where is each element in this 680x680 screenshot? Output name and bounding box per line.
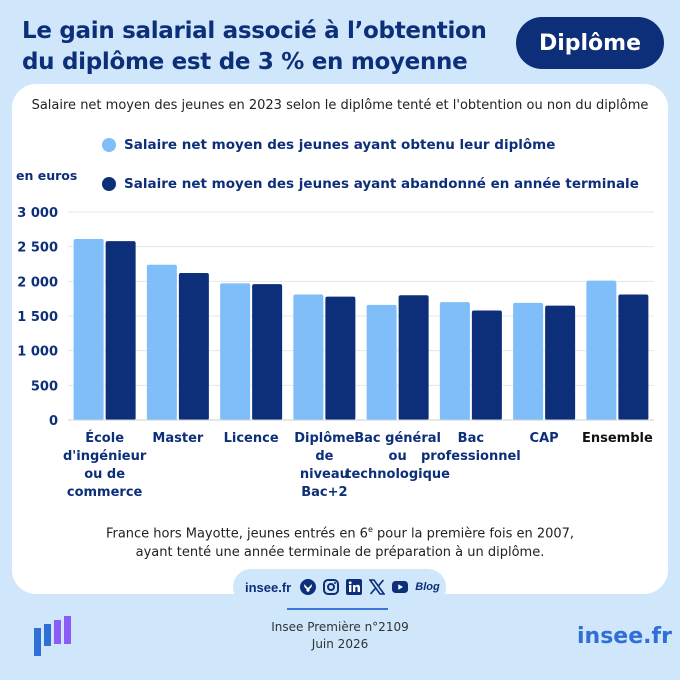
- y-tick-label: 2 500: [17, 241, 58, 256]
- legend-dot-light: [102, 138, 116, 152]
- x-category-label: Bac+2: [301, 485, 347, 500]
- insee-logo-icon: [34, 616, 71, 656]
- blog-icon[interactable]: Blog: [415, 581, 440, 593]
- x-category-label: CAP: [530, 431, 559, 446]
- chart-note: France hors Mayotte, jeunes entrés en 6e…: [12, 520, 668, 562]
- bar-chart: 0 500 1 000 1 500 2 000 2 500 3 000 École d'ingé…: [17, 206, 654, 500]
- publication-reference: Insee Première n°2109: [271, 620, 409, 634]
- note-superscript: e: [367, 525, 373, 534]
- linkedin-icon[interactable]: [346, 579, 363, 595]
- x-category-label: ou: [389, 449, 407, 464]
- bar-abandoned: [178, 273, 209, 420]
- publication-date: Juin 2026: [311, 637, 369, 651]
- bar-obtained: [439, 302, 470, 420]
- bar-abandoned: [325, 296, 356, 420]
- bar-obtained: [73, 239, 104, 420]
- footer-divider: [287, 608, 388, 610]
- social-bar: insee.fr Blog: [233, 569, 446, 605]
- theme-badge: Diplôme: [516, 17, 664, 69]
- x-category-label: technologique: [345, 467, 450, 482]
- bar-obtained: [366, 304, 397, 420]
- y-tick-label: 1 000: [17, 345, 58, 360]
- footer-site-link[interactable]: insee.fr: [577, 624, 672, 649]
- x-category-label: commerce: [67, 485, 143, 500]
- x-icon[interactable]: [369, 579, 386, 595]
- y-axis-unit-label: en euros: [16, 168, 78, 183]
- legend-item-obtained: Salaire net moyen des jeunes ayant obten…: [102, 137, 555, 153]
- y-tick-label: 1 500: [17, 310, 58, 325]
- x-category-label: Bac général: [354, 431, 441, 446]
- legend-label: Salaire net moyen des jeunes ayant obten…: [124, 137, 556, 153]
- x-category-label: Ensemble: [582, 431, 653, 446]
- bar-obtained: [513, 302, 544, 420]
- y-tick-label: 3 000: [17, 206, 58, 221]
- note-line1-start: France hors Mayotte, jeunes entrés en 6: [105, 526, 368, 542]
- youtube-icon[interactable]: [392, 579, 409, 595]
- x-category-label: de: [315, 449, 333, 464]
- x-category-label: ou de: [84, 467, 125, 482]
- bar-abandoned: [545, 305, 576, 420]
- x-category-label: professionnel: [421, 449, 521, 464]
- legend-dot-dark: [102, 177, 116, 191]
- x-category-label: École: [85, 430, 124, 446]
- note-line2: ayant tenté une année terminale de prépa…: [135, 545, 545, 561]
- bar-abandoned: [471, 310, 502, 420]
- y-tick-label: 0: [49, 414, 58, 429]
- chart-card: Salaire net moyen des jeunes en 2023 sel…: [12, 84, 668, 594]
- bar-abandoned: [398, 295, 429, 420]
- legend-label: Salaire net moyen des jeunes ayant aband…: [124, 176, 639, 192]
- y-tick-label: 500: [31, 379, 58, 394]
- bar-abandoned: [618, 294, 649, 420]
- bar-abandoned: [105, 241, 136, 420]
- legend-item-abandoned: Salaire net moyen des jeunes ayant aband…: [102, 176, 639, 192]
- page-title: Le gain salarial associé à l’obtention d…: [22, 18, 487, 75]
- bar-obtained: [586, 280, 617, 420]
- x-category-label: Licence: [224, 431, 279, 446]
- y-tick-label: 2 000: [17, 275, 58, 290]
- bluesky-icon[interactable]: [300, 579, 317, 595]
- x-category-label: d'ingénieur: [63, 449, 147, 464]
- bar-obtained: [146, 264, 177, 420]
- x-category-label: Master: [152, 431, 203, 446]
- note-line1-end: pour la première fois en 2007,: [372, 526, 575, 542]
- bar-abandoned: [252, 284, 283, 420]
- chart-title: Salaire net moyen des jeunes en 2023 sel…: [31, 98, 649, 113]
- bar-obtained: [293, 294, 324, 420]
- instagram-icon[interactable]: [323, 579, 340, 595]
- x-category-label: niveau: [300, 467, 349, 482]
- x-category-label: Bac: [458, 431, 484, 446]
- x-category-label: Diplôme: [294, 431, 354, 446]
- bar-obtained: [220, 283, 251, 420]
- social-site-link[interactable]: insee.fr: [245, 579, 292, 595]
